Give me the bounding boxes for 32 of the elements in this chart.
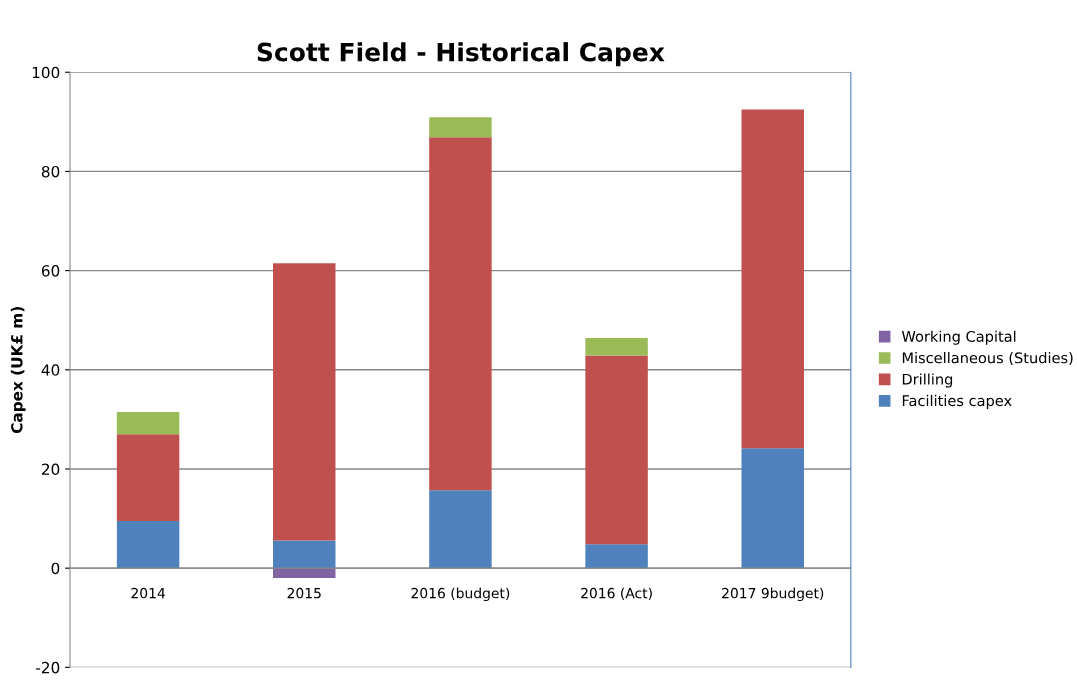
bar (116, 434, 180, 522)
y-tick-label: -20 (36, 661, 60, 674)
bar (585, 544, 648, 569)
bar (429, 490, 492, 569)
y-axis-title: Capex (UK£ m) (10, 307, 26, 434)
legend-label: Facilities capex (902, 394, 1012, 409)
bar (741, 109, 804, 449)
bar (741, 448, 804, 569)
y-tick-label: 40 (41, 364, 60, 376)
x-tick-label: 2016 (budget) (411, 587, 510, 602)
y-tick-label: 0 (51, 562, 60, 575)
bar (273, 263, 336, 541)
x-tick-label: 2016 (Act) (581, 587, 652, 600)
x-tick-label: 2014 (131, 587, 165, 599)
x-tick-label: 2015 (287, 587, 321, 599)
bar (273, 568, 336, 579)
x-tick-label: 2017 9budget) (722, 587, 824, 602)
y-tick-label: 20 (41, 463, 60, 476)
legend-label: Miscellaneous (Studies) (902, 352, 1073, 366)
bar (585, 338, 648, 356)
bar (273, 540, 336, 569)
chart-title: Scott Field - Historical Capex (257, 42, 665, 67)
bar (116, 411, 180, 435)
y-tick-label: 60 (41, 265, 60, 277)
bar (585, 355, 648, 545)
bar (116, 521, 180, 569)
bar (429, 137, 492, 491)
legend-label: Working Capital (901, 330, 1016, 345)
y-tick-label: 100 (32, 66, 60, 79)
bar (429, 117, 492, 138)
y-tick-label: 80 (41, 165, 60, 178)
legend-label: Drilling (902, 373, 953, 388)
